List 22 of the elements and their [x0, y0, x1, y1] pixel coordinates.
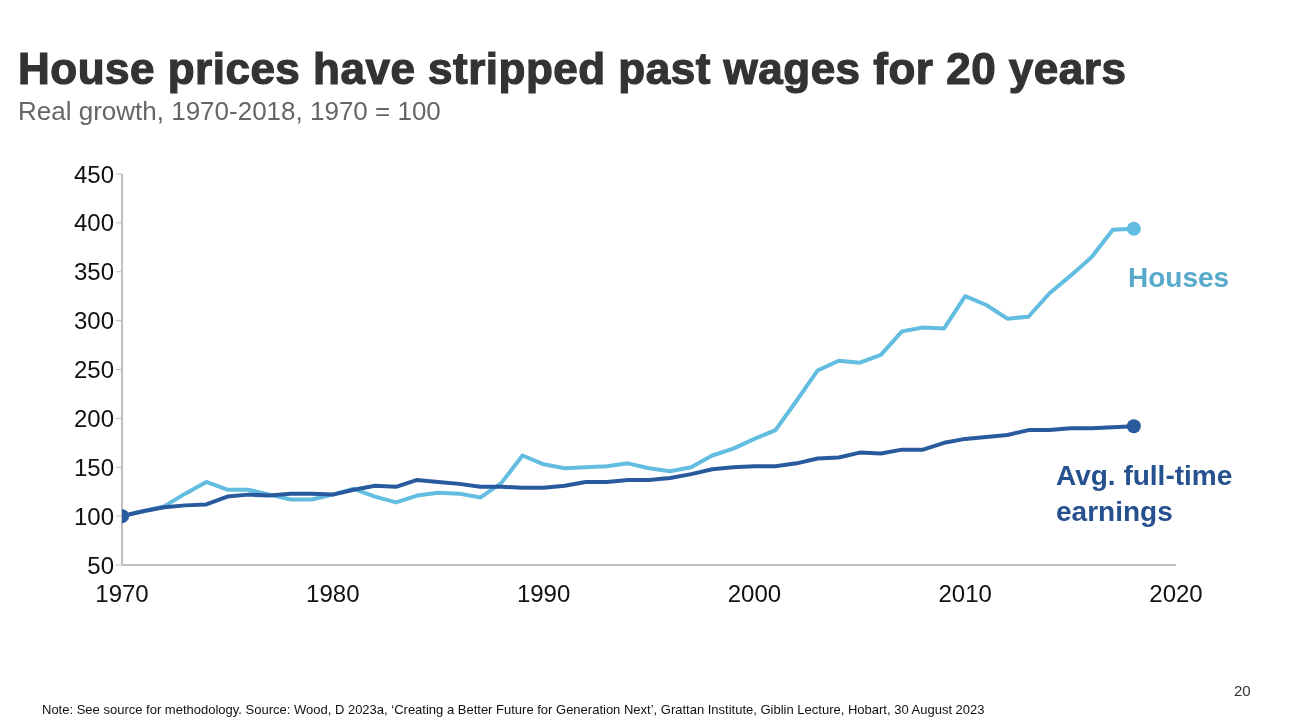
chart-subtitle: Real growth, 1970-2018, 1970 = 100: [18, 96, 441, 127]
series-label: Houses: [1128, 261, 1231, 295]
x-tick-label: 2000: [727, 580, 782, 608]
y-tick-label: 100: [73, 502, 114, 530]
x-tick-label: 1970: [95, 580, 149, 608]
chart-title: House prices have stripped past wages for 20 years: [18, 44, 1127, 94]
y-tick-label: 150: [73, 453, 114, 481]
y-tick-label: 350: [73, 258, 114, 286]
y-tick-label: 450: [73, 160, 114, 188]
y-tick-label: 300: [73, 307, 114, 335]
x-tick-label: 2020: [1149, 580, 1203, 608]
y-tick-label: 200: [73, 404, 114, 432]
y-tick-label: 400: [73, 209, 114, 237]
y-tick-label: 250: [73, 356, 114, 384]
point: [1126, 221, 1141, 236]
x-tick-label: 2010: [938, 580, 992, 608]
text: Note: See source for methodology. Source: Wood, D 2023a, ‘Creating a Better Future for Generation Next’, Grattan Institute, Giblin Lecture, Hobart, 30 August 2023: [42, 702, 985, 717]
y-tick-label: 50: [87, 551, 114, 579]
series-label: Avg. full-time earnings: [1056, 459, 1234, 529]
text: 20: [1234, 682, 1251, 699]
x-tick-label: 1990: [516, 580, 571, 608]
x-tick-label: 1980: [306, 580, 360, 608]
